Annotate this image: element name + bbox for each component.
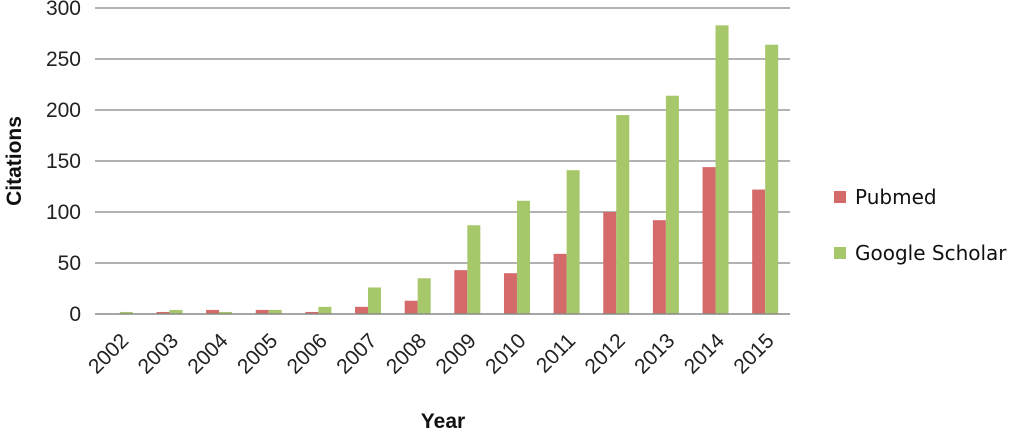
bar-google-scholar-2009: [467, 225, 481, 314]
y-axis-ticks: 0 50 100 150 200 250 300: [46, 0, 81, 326]
bar-google-scholar-2005: [268, 309, 282, 314]
bar-pubmed-2003: [156, 311, 170, 314]
bar-pubmed-2007: [355, 306, 369, 314]
legend-swatch-google-scholar: [834, 247, 846, 259]
y-tick-label: 250: [46, 48, 81, 71]
legend-swatch-pubmed: [834, 191, 846, 203]
y-tick-label: 50: [58, 252, 81, 275]
bars: [119, 25, 779, 315]
y-axis-title: Citations: [3, 116, 26, 206]
bar-pubmed-2005: [255, 309, 269, 314]
x-tick-label: 2008: [382, 329, 431, 378]
x-tick-label: 2013: [630, 329, 679, 378]
bar-google-scholar-2012: [616, 115, 630, 314]
bar-google-scholar-2008: [417, 278, 431, 314]
bar-google-scholar-2007: [368, 287, 382, 314]
x-tick-label: 2012: [580, 329, 629, 378]
y-tick-label: 300: [46, 0, 81, 20]
y-tick-label: 150: [46, 150, 81, 173]
bar-pubmed-2010: [503, 273, 517, 314]
bar-google-scholar-2010: [516, 200, 530, 314]
y-tick-label: 200: [46, 99, 81, 122]
x-tick-label: 2002: [84, 329, 133, 378]
bar-google-scholar-2015: [765, 44, 779, 314]
bar-pubmed-2013: [652, 220, 666, 314]
grid-lines: [95, 7, 790, 264]
bar-google-scholar-2002: [119, 311, 133, 314]
y-tick-label: 0: [69, 303, 81, 326]
bar-pubmed-2008: [404, 300, 418, 314]
bar-pubmed-2006: [305, 311, 319, 314]
bar-google-scholar-2011: [566, 170, 580, 314]
x-tick-label: 2006: [283, 329, 332, 378]
legend-label-google-scholar: Google Scholar: [855, 241, 1007, 265]
bar-google-scholar-2006: [318, 306, 332, 314]
bar-pubmed-2015: [752, 189, 766, 314]
x-axis-title: Year: [421, 410, 465, 433]
x-tick-label: 2003: [134, 329, 183, 378]
bar-google-scholar-2014: [715, 25, 729, 315]
bar-google-scholar-2013: [665, 95, 679, 314]
x-tick-label: 2009: [432, 329, 481, 378]
x-tick-label: 2014: [680, 329, 730, 379]
x-tick-label: 2010: [481, 329, 530, 378]
x-tick-label: 2005: [233, 329, 282, 378]
y-tick-label: 100: [46, 201, 81, 224]
x-tick-label: 2015: [729, 329, 778, 378]
x-tick-label: 2011: [532, 329, 580, 377]
bar-pubmed-2014: [702, 167, 716, 314]
bar-pubmed-2004: [206, 309, 220, 314]
x-axis-ticks: 2002 2003 2004 2005 2006 2007 2008 2009 2010 2011…: [84, 329, 779, 379]
x-tick-label: 2004: [183, 329, 233, 379]
legend: Pubmed Google Scholar: [834, 185, 1007, 265]
bar-google-scholar-2004: [219, 311, 233, 314]
bar-google-scholar-2003: [169, 309, 183, 314]
bar-pubmed-2011: [553, 253, 567, 314]
legend-label-pubmed: Pubmed: [855, 185, 937, 209]
bar-pubmed-2012: [603, 212, 617, 314]
bar-pubmed-2009: [454, 270, 468, 314]
x-tick-label: 2007: [332, 329, 381, 378]
